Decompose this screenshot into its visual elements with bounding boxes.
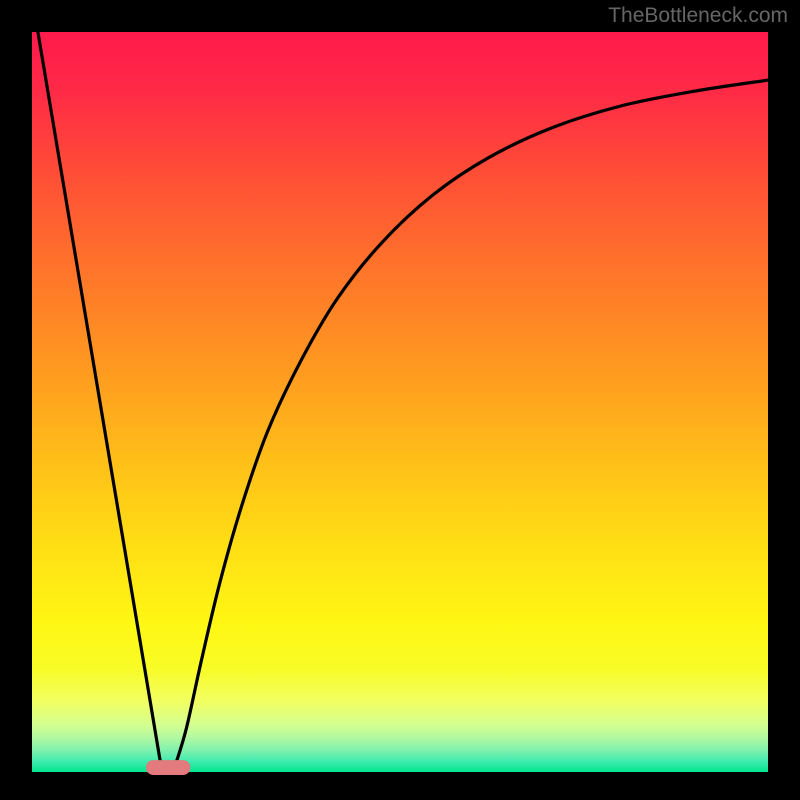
optimal-point-marker <box>146 760 190 775</box>
watermark-text: TheBottleneck.com <box>608 4 788 28</box>
bottleneck-gradient-chart <box>0 0 800 800</box>
